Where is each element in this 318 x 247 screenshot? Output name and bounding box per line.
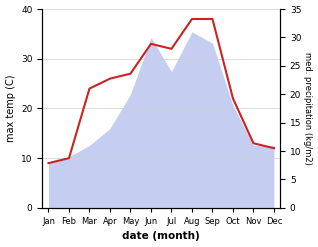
X-axis label: date (month): date (month) [122,231,200,242]
Y-axis label: med. precipitation (kg/m2): med. precipitation (kg/m2) [303,52,313,165]
Y-axis label: max temp (C): max temp (C) [5,75,16,142]
